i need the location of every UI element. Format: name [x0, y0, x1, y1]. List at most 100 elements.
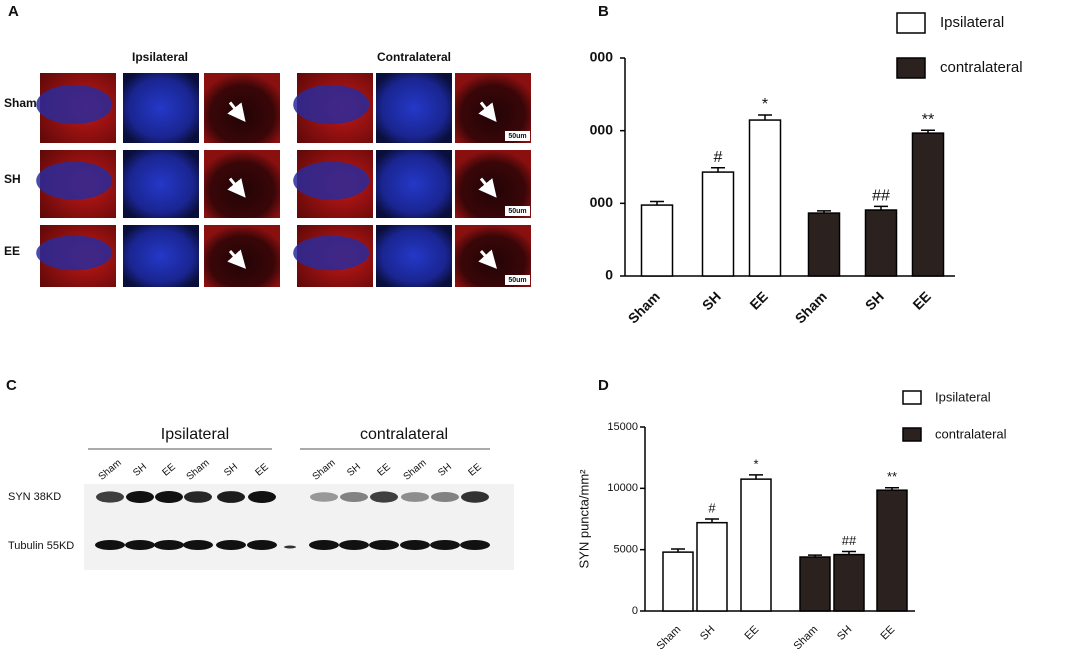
arrow — [227, 101, 246, 123]
micrograph — [123, 225, 199, 287]
x-tick-label: EE — [909, 288, 934, 313]
lane-label: SH — [345, 461, 363, 478]
annotation: ## — [872, 188, 890, 205]
lane-label: Sham — [402, 457, 429, 482]
bar — [911, 132, 945, 277]
band-label: SYN 38KD — [8, 491, 61, 503]
legend-swatch — [896, 12, 926, 34]
panel-label: B — [598, 3, 609, 20]
y-tick-label: 0 — [605, 267, 613, 283]
error-bar — [817, 210, 831, 214]
image-bg — [123, 225, 199, 287]
image-bg — [376, 150, 452, 218]
image-bg — [123, 73, 199, 143]
arrow — [227, 249, 247, 269]
image-bg — [376, 73, 452, 143]
x-tick-label: SH — [862, 288, 887, 313]
row-label: SH — [4, 172, 21, 186]
scale-box — [505, 206, 530, 216]
micrograph: 50um — [455, 150, 531, 218]
micrograph — [376, 73, 452, 143]
error-bar — [921, 129, 935, 134]
micrograph — [293, 225, 373, 287]
micrograph — [36, 73, 116, 143]
scale-box — [505, 131, 530, 141]
lane-label: Sham — [185, 457, 212, 482]
group-title: contralateral — [360, 426, 448, 443]
band — [431, 492, 459, 502]
legend-swatch — [902, 390, 922, 405]
band — [216, 540, 246, 550]
micrograph — [36, 150, 116, 218]
x-tick-label: Sham — [625, 288, 663, 326]
error-bar — [885, 486, 899, 491]
y-tick-label: 000 — [590, 121, 614, 137]
legend-label: contralateral — [940, 59, 1023, 76]
x-tick-label: EE — [878, 624, 897, 643]
image-bg — [204, 150, 280, 218]
error-bar — [671, 548, 685, 553]
y-tick-label: 10000 — [607, 482, 638, 494]
bar — [696, 521, 728, 612]
x-tick-label: Sham — [792, 624, 821, 653]
panel-label: D — [598, 377, 609, 394]
band — [369, 540, 399, 550]
lane-label: Sham — [97, 457, 124, 482]
annotation: ## — [842, 533, 857, 548]
band — [400, 540, 430, 550]
band — [248, 491, 276, 503]
bar — [662, 551, 694, 612]
image-bg — [204, 73, 280, 143]
band — [183, 540, 213, 550]
band — [430, 540, 460, 550]
band — [370, 491, 398, 503]
lane-label: EE — [375, 461, 393, 478]
error-bar — [758, 114, 772, 121]
legend-swatch — [896, 57, 926, 79]
panel-label: C — [6, 377, 17, 394]
legend-label: Ipsilateral — [935, 389, 991, 404]
image-blob — [36, 161, 113, 200]
micrograph — [36, 225, 116, 287]
x-tick-label: EE — [742, 624, 761, 643]
band — [461, 491, 489, 503]
x-tick-label: SH — [835, 623, 854, 642]
legend-label: Ipsilateral — [940, 14, 1004, 31]
band — [284, 545, 296, 549]
bar — [833, 553, 865, 612]
band — [340, 492, 368, 502]
band-label: Tubulin 55KD — [8, 540, 74, 552]
bar — [740, 478, 772, 612]
band — [310, 492, 338, 502]
group-title: Ipsilateral — [132, 50, 188, 64]
annotation: # — [714, 149, 723, 166]
band — [247, 540, 277, 550]
x-tick-label: Sham — [655, 624, 684, 653]
micrograph — [123, 150, 199, 218]
micrograph — [376, 150, 452, 218]
band — [217, 491, 245, 503]
error-bar — [874, 205, 888, 211]
bar — [864, 209, 898, 277]
y-axis-label: SYN puncta/mm² — [576, 469, 591, 569]
micrograph — [376, 225, 452, 287]
micrograph — [204, 225, 280, 287]
band — [155, 491, 183, 503]
band — [184, 491, 212, 503]
group-title: Contralateral — [377, 50, 451, 64]
annotation: # — [708, 500, 716, 515]
lane-label: SH — [436, 461, 454, 478]
bar — [807, 212, 841, 277]
lane-label: SH — [131, 461, 149, 478]
y-tick-label: 000 — [590, 194, 614, 210]
image-blob — [293, 84, 370, 125]
group-title: Ipsilateral — [161, 426, 229, 443]
x-tick-label: Sham — [792, 288, 830, 326]
scale-bar-label: 50um — [508, 277, 526, 284]
error-bar — [749, 474, 763, 480]
band — [95, 540, 125, 550]
x-tick-label: SH — [699, 288, 724, 313]
micrograph: 50um — [455, 225, 531, 287]
bar — [876, 489, 908, 612]
